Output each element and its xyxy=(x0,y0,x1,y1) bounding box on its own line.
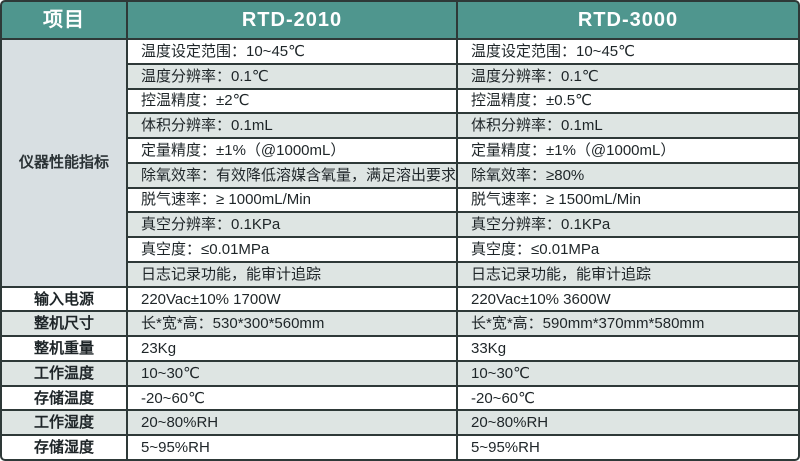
cell-input-power-rtd2010: 220Vac±10% 1700W xyxy=(128,287,456,311)
spec-cell-temp-range-rtd3000: 温度设定范围：10~45℃ xyxy=(458,40,798,63)
row-label-storage-temp: 存储温度 xyxy=(2,386,126,410)
column-header-item: 项目 xyxy=(2,2,126,38)
cell-storage-temp-rtd3000: -20~60℃ xyxy=(458,386,798,410)
cell-working-humidity-rtd2010: 20~80%RH xyxy=(128,411,456,435)
spec-cell-deoxygen-efficiency-rtd3000: 除氧效率：≥80% xyxy=(458,163,798,187)
cell-weight-rtd3000: 33Kg xyxy=(458,337,798,360)
cell-weight-rtd2010: 23Kg xyxy=(128,337,456,360)
spec-cell-temp-resolution-rtd3000: 温度分辨率：0.1℃ xyxy=(458,64,798,88)
cell-storage-humidity-rtd2010: 5~95%RH xyxy=(128,436,456,459)
spec-cell-temp-accuracy-rtd3000: 控温精度：±0.5℃ xyxy=(458,89,798,113)
row-label-input-power: 输入电源 xyxy=(2,287,126,311)
cell-dimensions-rtd3000: 长*宽*高：590mm*370mm*580mm xyxy=(458,312,798,336)
row-label-weight: 整机重量 xyxy=(2,337,126,360)
cell-working-temp-rtd3000: 10~30℃ xyxy=(458,361,798,385)
spec-cell-deoxygen-efficiency-rtd2010: 除氧效率：有效降低溶媒含氧量，满足溶出要求 xyxy=(128,163,456,187)
spec-cell-degas-rate-rtd3000: 脱气速率：≥ 1500mL/Min xyxy=(458,188,798,212)
spec-cell-vacuum-resolution-rtd3000: 真空分辨率：0.1KPa xyxy=(458,213,798,237)
cell-input-power-rtd3000: 220Vac±10% 3600W xyxy=(458,287,798,311)
spec-cell-temp-range-rtd2010: 温度设定范围：10~45℃ xyxy=(128,40,456,63)
spec-cell-vacuum-degree-rtd2010: 真空度：≤0.01MPa xyxy=(128,238,456,261)
row-label-dimensions: 整机尺寸 xyxy=(2,312,126,336)
cell-storage-humidity-rtd3000: 5~95%RH xyxy=(458,436,798,459)
spec-cell-temp-resolution-rtd2010: 温度分辨率：0.1℃ xyxy=(128,64,456,88)
row-label-storage-humidity: 存储湿度 xyxy=(2,436,126,459)
cell-dimensions-rtd2010: 长*宽*高：530*300*560mm xyxy=(128,312,456,336)
cell-storage-temp-rtd2010: -20~60℃ xyxy=(128,386,456,410)
spec-cell-volume-resolution-rtd2010: 体积分辨率：0.1mL xyxy=(128,114,456,138)
column-header-rtd-3000: RTD-3000 xyxy=(458,2,798,38)
cell-working-temp-rtd2010: 10~30℃ xyxy=(128,361,456,385)
spec-cell-log-audit-rtd2010: 日志记录功能，能审计追踪 xyxy=(128,262,456,286)
row-label-working-temp: 工作温度 xyxy=(2,361,126,385)
spec-cell-volume-resolution-rtd3000: 体积分辨率：0.1mL xyxy=(458,114,798,138)
spec-cell-temp-accuracy-rtd2010: 控温精度：±2℃ xyxy=(128,89,456,113)
spec-cell-vacuum-degree-rtd3000: 真空度：≤0.01MPa xyxy=(458,238,798,261)
spec-cell-degas-rate-rtd2010: 脱气速率：≥ 1000mL/Min xyxy=(128,188,456,212)
spec-cell-dosing-accuracy-rtd2010: 定量精度：±1%（@1000mL） xyxy=(128,139,456,162)
spec-cell-vacuum-resolution-rtd2010: 真空分辨率：0.1KPa xyxy=(128,213,456,237)
column-header-rtd-2010: RTD-2010 xyxy=(128,2,456,38)
performance-section-label: 仪器性能指标 xyxy=(2,40,126,286)
spec-cell-dosing-accuracy-rtd3000: 定量精度：±1%（@1000mL） xyxy=(458,139,798,162)
spec-cell-log-audit-rtd3000: 日志记录功能，能审计追踪 xyxy=(458,262,798,286)
row-label-working-humidity: 工作湿度 xyxy=(2,411,126,435)
cell-working-humidity-rtd3000: 20~80%RH xyxy=(458,411,798,435)
